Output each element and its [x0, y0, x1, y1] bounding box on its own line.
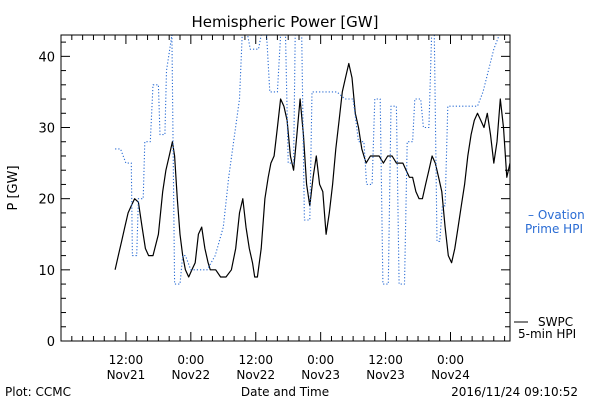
- swpc-hpi-line: [114, 62, 510, 278]
- x-tick-time-label: 12:00: [238, 353, 273, 367]
- legend-ovation-label: – Ovation: [528, 208, 585, 222]
- x-axis-label: Date and Time: [241, 385, 329, 399]
- x-tick-time-label: 12:00: [368, 353, 403, 367]
- y-axis-label: P [GW]: [6, 165, 21, 210]
- y-tick-label: 0: [47, 335, 55, 350]
- plot-credit: Plot: CCMC: [5, 385, 71, 399]
- x-tick-date-label: Nov21: [107, 368, 146, 382]
- legend-ovation-label-2: Prime HPI: [525, 222, 583, 236]
- x-tick-date-label: Nov23: [301, 368, 340, 382]
- x-tick-date-label: Nov22: [171, 368, 210, 382]
- x-tick-date-label: Nov23: [366, 368, 405, 382]
- legend-swpc-label: SWPC: [538, 315, 573, 329]
- series-layer: [114, 35, 510, 285]
- x-tick-date-label: Nov22: [236, 368, 275, 382]
- plot-frame: [60, 34, 511, 342]
- timestamp: 2016/11/24 09:10:52: [451, 385, 578, 399]
- x-tick-time-label: 12:00: [109, 353, 144, 367]
- x-tick-time-label: 0:00: [177, 353, 204, 367]
- y-tick-label: 30: [38, 122, 55, 137]
- ovation-prime-hpi-line: [115, 35, 510, 285]
- y-tick-label: 40: [38, 50, 55, 65]
- x-tick-date-label: Nov24: [431, 368, 470, 382]
- chart-title: Hemispheric Power [GW]: [192, 13, 379, 31]
- legend-swpc-label-2: 5-min HPI: [518, 327, 576, 341]
- axes-layer: 01020304012:00Nov210:00Nov2212:00Nov220:…: [38, 35, 510, 382]
- x-tick-time-label: 0:00: [307, 353, 334, 367]
- x-tick-time-label: 0:00: [437, 353, 464, 367]
- y-tick-label: 20: [38, 193, 55, 208]
- y-tick-label: 10: [38, 264, 55, 279]
